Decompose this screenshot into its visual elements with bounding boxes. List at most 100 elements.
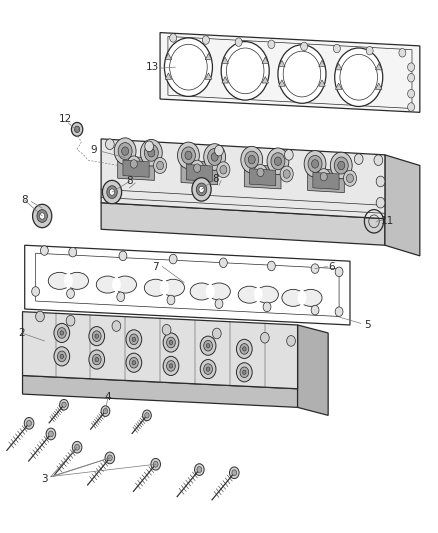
Circle shape	[240, 367, 249, 377]
Circle shape	[130, 334, 138, 345]
Circle shape	[268, 261, 276, 271]
Polygon shape	[118, 156, 154, 180]
Text: 11: 11	[381, 216, 394, 227]
Circle shape	[145, 141, 153, 152]
Circle shape	[57, 351, 66, 362]
Circle shape	[89, 350, 105, 369]
Circle shape	[49, 431, 53, 437]
Circle shape	[311, 264, 319, 273]
Circle shape	[232, 470, 237, 475]
Text: 13: 13	[146, 62, 159, 72]
Polygon shape	[186, 165, 212, 181]
Circle shape	[335, 267, 343, 277]
Circle shape	[103, 408, 108, 414]
Circle shape	[32, 287, 39, 296]
Circle shape	[69, 247, 77, 257]
Circle shape	[177, 142, 199, 168]
Circle shape	[130, 358, 138, 368]
Circle shape	[263, 302, 271, 312]
Ellipse shape	[114, 276, 137, 293]
Polygon shape	[385, 155, 420, 256]
Circle shape	[106, 139, 114, 150]
Polygon shape	[297, 325, 328, 415]
Circle shape	[311, 305, 319, 315]
Circle shape	[141, 140, 162, 166]
Circle shape	[118, 143, 132, 160]
Ellipse shape	[206, 284, 215, 299]
Circle shape	[221, 42, 269, 100]
Circle shape	[196, 183, 207, 196]
Ellipse shape	[96, 276, 119, 293]
Circle shape	[166, 337, 175, 348]
Circle shape	[169, 341, 173, 345]
Circle shape	[105, 452, 115, 464]
Text: 3: 3	[41, 474, 48, 484]
Text: 8: 8	[126, 176, 133, 187]
Circle shape	[131, 160, 138, 168]
Circle shape	[243, 347, 246, 351]
Circle shape	[60, 399, 68, 410]
Circle shape	[66, 316, 75, 326]
Circle shape	[268, 40, 275, 49]
Circle shape	[240, 344, 249, 354]
Circle shape	[211, 153, 218, 161]
Circle shape	[60, 331, 64, 335]
Ellipse shape	[297, 290, 306, 305]
Circle shape	[181, 147, 195, 164]
Circle shape	[92, 331, 101, 342]
Circle shape	[57, 328, 66, 338]
Circle shape	[74, 126, 80, 133]
Circle shape	[408, 103, 415, 111]
Circle shape	[254, 165, 267, 180]
Circle shape	[317, 168, 330, 184]
Circle shape	[169, 364, 173, 368]
Polygon shape	[22, 312, 297, 389]
Polygon shape	[222, 77, 228, 83]
Text: 6: 6	[328, 262, 335, 271]
Polygon shape	[319, 80, 325, 86]
Circle shape	[166, 361, 175, 371]
Circle shape	[143, 410, 151, 421]
Circle shape	[200, 360, 216, 378]
Circle shape	[72, 441, 82, 453]
Circle shape	[206, 344, 210, 348]
Polygon shape	[307, 168, 344, 192]
Polygon shape	[375, 83, 382, 90]
Text: 12: 12	[59, 114, 72, 124]
Polygon shape	[336, 83, 342, 90]
Circle shape	[117, 292, 125, 302]
Circle shape	[376, 176, 385, 187]
Polygon shape	[336, 63, 342, 70]
Circle shape	[153, 158, 166, 173]
Polygon shape	[279, 80, 285, 86]
Circle shape	[275, 157, 282, 165]
Circle shape	[95, 334, 99, 338]
Polygon shape	[101, 139, 385, 219]
Circle shape	[163, 357, 179, 375]
Circle shape	[199, 186, 204, 192]
Circle shape	[192, 177, 211, 201]
Circle shape	[127, 156, 141, 172]
Polygon shape	[279, 60, 285, 67]
Ellipse shape	[190, 283, 213, 300]
Circle shape	[200, 336, 216, 356]
Circle shape	[235, 38, 242, 46]
Circle shape	[220, 165, 227, 174]
Circle shape	[215, 146, 223, 156]
Circle shape	[92, 354, 101, 365]
Circle shape	[170, 34, 177, 42]
Circle shape	[206, 367, 210, 371]
Text: 4: 4	[104, 392, 111, 402]
Circle shape	[145, 144, 158, 161]
Circle shape	[304, 151, 326, 177]
Text: 2: 2	[18, 328, 25, 338]
Ellipse shape	[256, 286, 279, 303]
Polygon shape	[165, 53, 172, 60]
Circle shape	[248, 156, 255, 164]
Circle shape	[60, 354, 64, 359]
Polygon shape	[375, 63, 382, 70]
Circle shape	[261, 333, 269, 343]
Circle shape	[126, 353, 142, 372]
Ellipse shape	[282, 289, 304, 306]
Circle shape	[89, 327, 105, 346]
